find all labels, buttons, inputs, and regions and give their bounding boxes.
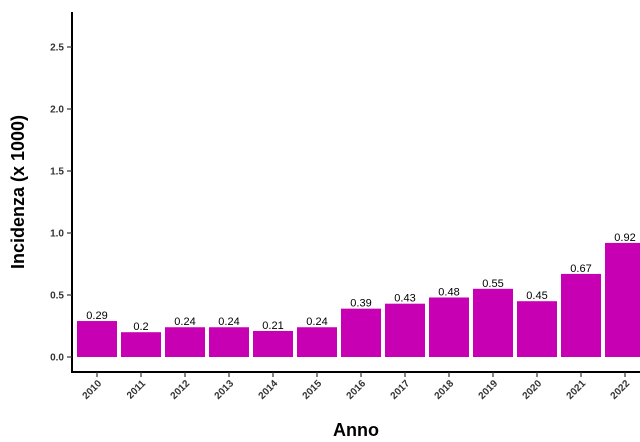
bar-2015 xyxy=(297,327,337,357)
data-label-2013: 0.24 xyxy=(218,316,239,328)
x-axis-ticks: 2010 2011 2012 2013 2014 2015 2016 2017 2018 2019… xyxy=(81,372,633,402)
data-labels-group: 0.29 0.2 0.24 0.24 0.21 0.24 0.39 0.43 0.48 0.55 0… xyxy=(86,232,635,333)
x-tick-label: 2022 xyxy=(609,378,633,402)
x-tick-label: 2016 xyxy=(345,378,369,402)
y-tick-label: 0.0 xyxy=(50,353,64,364)
data-label-2021: 0.67 xyxy=(570,263,591,275)
bar-2019 xyxy=(473,288,513,357)
data-label-2011: 0.2 xyxy=(133,321,148,333)
data-label-2010: 0.29 xyxy=(86,310,107,322)
y-tick-label: 1.0 xyxy=(50,229,64,240)
bar-2011 xyxy=(121,332,161,357)
bar-2017 xyxy=(385,303,425,357)
data-label-2014: 0.21 xyxy=(262,320,283,332)
x-tick-label: 2019 xyxy=(477,378,501,402)
x-tick-label: 2014 xyxy=(257,378,281,402)
bar-2013 xyxy=(209,327,249,357)
bar-2018 xyxy=(429,297,469,357)
y-axis-ticks: 0.0 0.5 1.0 1.5 2.0 2.5 xyxy=(50,43,72,364)
x-tick-label: 2013 xyxy=(213,378,237,402)
bar-2014 xyxy=(253,330,293,357)
data-label-2019: 0.55 xyxy=(482,278,503,290)
data-label-2012: 0.24 xyxy=(174,316,195,328)
x-tick-label: 2020 xyxy=(521,378,545,402)
bar-2012 xyxy=(165,327,205,357)
bar-2010 xyxy=(77,321,117,357)
x-tick-label: 2011 xyxy=(125,378,148,401)
data-label-2020: 0.45 xyxy=(526,290,547,302)
bar-2016 xyxy=(341,308,381,357)
y-tick-label: 2.0 xyxy=(50,105,64,116)
x-tick-label: 2017 xyxy=(389,378,413,402)
x-tick-label: 2018 xyxy=(433,378,457,402)
data-label-2015: 0.24 xyxy=(306,316,327,328)
bar-2020 xyxy=(517,301,557,357)
y-axis-title: Incidenza (x 1000) xyxy=(8,115,28,269)
x-axis-title: Anno xyxy=(333,420,379,440)
y-tick-label: 2.5 xyxy=(50,43,64,54)
bars-group xyxy=(77,242,640,357)
data-label-2017: 0.43 xyxy=(394,293,415,305)
data-label-2016: 0.39 xyxy=(350,298,371,310)
data-label-2018: 0.48 xyxy=(438,286,459,298)
x-tick-label: 2010 xyxy=(81,378,105,402)
bar-2021 xyxy=(561,273,601,357)
x-tick-label: 2021 xyxy=(565,378,589,402)
data-label-2022: 0.92 xyxy=(614,232,635,244)
y-tick-label: 1.5 xyxy=(50,167,64,178)
y-tick-label: 0.5 xyxy=(50,291,64,302)
x-tick-label: 2015 xyxy=(301,378,325,402)
x-tick-label: 2012 xyxy=(169,378,193,402)
bar-2022 xyxy=(605,242,640,357)
